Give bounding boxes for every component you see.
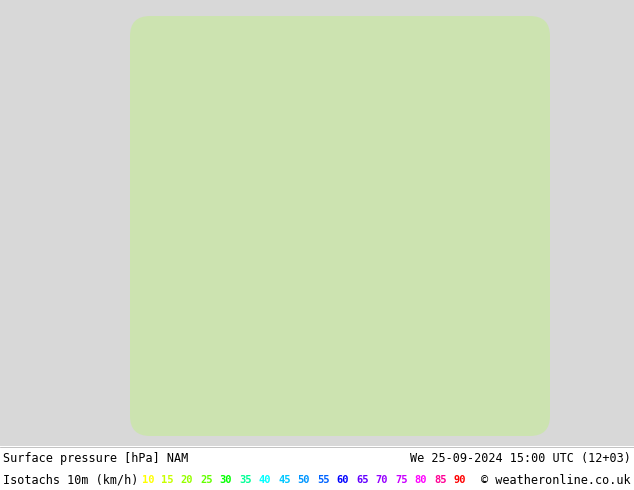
FancyBboxPatch shape (0, 0, 634, 446)
Text: 40: 40 (259, 475, 271, 485)
Text: 45: 45 (278, 475, 291, 485)
Text: 10: 10 (142, 475, 154, 485)
Text: 90: 90 (454, 475, 466, 485)
Text: 35: 35 (239, 475, 252, 485)
Text: 30: 30 (220, 475, 232, 485)
Text: 60: 60 (337, 475, 349, 485)
Text: 50: 50 (298, 475, 310, 485)
Text: Surface pressure [hPa] NAM: Surface pressure [hPa] NAM (3, 452, 188, 465)
Text: 20: 20 (181, 475, 193, 485)
Text: © weatheronline.co.uk: © weatheronline.co.uk (481, 474, 631, 487)
Text: 55: 55 (317, 475, 330, 485)
Text: 15: 15 (161, 475, 174, 485)
FancyBboxPatch shape (130, 16, 550, 436)
Text: 25: 25 (200, 475, 213, 485)
Text: 70: 70 (376, 475, 388, 485)
Text: Isotachs 10m (km/h): Isotachs 10m (km/h) (3, 474, 138, 487)
Text: 75: 75 (395, 475, 408, 485)
Text: 80: 80 (415, 475, 427, 485)
Text: 65: 65 (356, 475, 369, 485)
Text: We 25-09-2024 15:00 UTC (12+03): We 25-09-2024 15:00 UTC (12+03) (410, 452, 631, 465)
Text: 85: 85 (434, 475, 447, 485)
